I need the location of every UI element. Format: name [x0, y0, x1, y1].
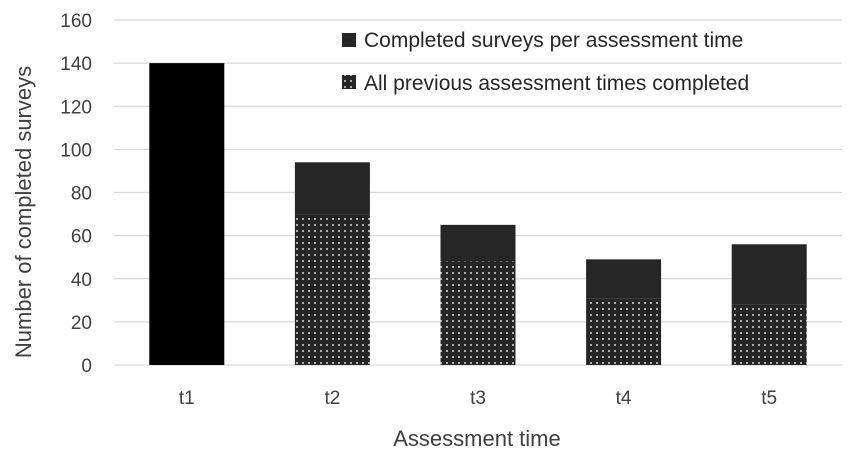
- bar-solid-t5: [731, 244, 807, 305]
- bar-dotted-t3: [440, 261, 516, 365]
- legend: Completed surveys per assessment time Al…: [342, 29, 749, 95]
- y-axis-ticks: 0 20 40 60 80 100 120 140 160: [60, 11, 92, 377]
- bar-solid-t3: [440, 224, 516, 262]
- x-axis-title: Assessment time: [393, 426, 561, 451]
- bar-solid-t4: [586, 259, 662, 299]
- x-tick-label-t2: t2: [324, 388, 340, 409]
- bar-dotted-t2: [294, 214, 370, 365]
- bar-dotted-t4: [586, 298, 662, 365]
- bars: [149, 63, 807, 365]
- bar-dotted-t5: [731, 304, 807, 365]
- y-axis-title: Number of completed surveys: [11, 66, 36, 358]
- y-tick-label-80: 80: [71, 184, 92, 205]
- y-tick-label-100: 100: [60, 140, 92, 161]
- x-tick-label-t5: t5: [761, 388, 777, 409]
- gridlines: [114, 19, 842, 366]
- y-tick-label-60: 60: [71, 227, 92, 248]
- legend-label-solid: Completed surveys per assessment time: [364, 29, 743, 52]
- legend-label-dotted: All previous assessment times completed: [364, 72, 749, 95]
- y-tick-label-160: 160: [60, 11, 92, 32]
- bar-solid-t1: [149, 63, 225, 365]
- y-tick-label-120: 120: [60, 97, 92, 118]
- x-tick-label-t3: t3: [470, 388, 486, 409]
- y-tick-label-140: 140: [60, 54, 92, 75]
- y-tick-label-20: 20: [71, 313, 92, 334]
- y-tick-label-40: 40: [71, 270, 92, 291]
- y-tick-label-0: 0: [81, 356, 92, 377]
- legend-swatch-solid: [342, 33, 356, 47]
- legend-swatch-dotted: [342, 75, 356, 89]
- x-tick-label-t4: t4: [616, 388, 632, 409]
- x-tick-label-t1: t1: [179, 388, 195, 409]
- bar-solid-t2: [294, 162, 370, 215]
- x-axis-categories: t1 t2 t3 t4 t5: [179, 388, 777, 409]
